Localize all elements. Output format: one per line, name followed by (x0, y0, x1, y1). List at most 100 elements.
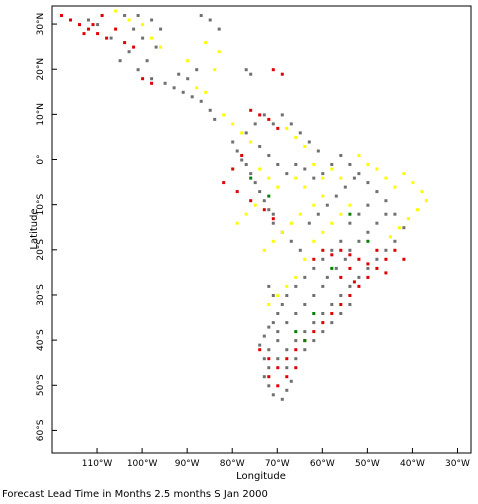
x-tick-label: 30°W (445, 459, 470, 469)
yellow-station-point (267, 303, 271, 306)
red-station-point (258, 348, 262, 352)
gray-station-point (334, 266, 338, 270)
gray-station-point (312, 294, 316, 297)
gray-station-point (384, 248, 388, 252)
gray-station-point (348, 248, 352, 252)
gray-station-point (163, 81, 167, 85)
y-tick-label: 20°N (36, 58, 46, 81)
red-station-point (393, 248, 397, 252)
gray-station-point (321, 312, 325, 315)
gray-station-point (235, 149, 239, 153)
gray-station-point (366, 230, 370, 234)
red-station-point (366, 275, 370, 279)
yellow-station-point (388, 235, 392, 239)
gray-station-point (334, 194, 338, 198)
red-station-point (294, 348, 298, 352)
gray-station-point (271, 321, 275, 325)
y-tick-label: 40°S (36, 329, 46, 351)
x-axis-title: Longitude (236, 471, 286, 482)
yellow-station-point (366, 163, 370, 166)
gray-station-point (330, 248, 334, 252)
red-station-point (348, 253, 352, 257)
gray-station-point (244, 163, 248, 166)
gray-station-point (348, 163, 352, 166)
gray-station-point (199, 99, 203, 103)
gray-station-point (136, 68, 140, 72)
yellow-station-point (114, 9, 118, 13)
red-station-point (280, 72, 284, 76)
yellow-station-point (280, 230, 284, 234)
red-station-point (82, 32, 86, 36)
gray-station-point (285, 172, 289, 176)
red-station-point (330, 312, 334, 315)
yellow-station-point (303, 145, 307, 148)
green-station-point (267, 194, 271, 198)
gray-station-point (312, 321, 316, 325)
yellow-station-point (195, 86, 199, 90)
gray-station-point (330, 163, 334, 166)
gray-station-point (348, 284, 352, 288)
gray-station-point (298, 248, 302, 252)
x-tick-label: 40°W (400, 459, 425, 469)
yellow-station-point (402, 172, 406, 176)
gray-station-point (258, 343, 262, 347)
gray-station-point (258, 190, 262, 194)
red-station-point (141, 77, 145, 81)
red-station-point (271, 217, 275, 221)
gray-station-point (339, 294, 343, 297)
gray-station-point (253, 181, 257, 185)
yellow-station-point (249, 140, 253, 144)
plot-frame (51, 5, 472, 454)
gray-station-point (276, 339, 280, 343)
gray-station-point (267, 208, 271, 212)
y-tick-label: 20°S (36, 239, 46, 261)
gray-station-point (280, 303, 284, 306)
yellow-station-point (424, 199, 428, 203)
x-axis-ticks: 110°W 100°W 90°W 80°W 70°W 60°W 50°W 40°W 30°W (82, 448, 470, 469)
yellow-station-point (393, 185, 397, 189)
red-station-point (100, 14, 104, 17)
red-station-point (240, 154, 244, 157)
red-station-point (348, 294, 352, 297)
yellow-station-point (330, 167, 334, 171)
gray-station-point (375, 257, 379, 261)
gray-station-point (375, 221, 379, 225)
gray-station-point (366, 203, 370, 207)
gray-station-point (294, 312, 298, 315)
gray-station-point (357, 172, 361, 176)
gray-station-point (289, 379, 293, 383)
gray-station-point (402, 226, 406, 230)
yellow-station-point (213, 68, 217, 72)
x-tick-label: 80°W (220, 459, 245, 469)
y-tick-label: 50°S (36, 374, 46, 396)
y-tick-label: 0° (36, 154, 46, 164)
gray-station-point (321, 284, 325, 288)
gray-station-point (393, 212, 397, 216)
gray-station-point (271, 294, 275, 297)
gray-station-point (141, 36, 145, 40)
gray-station-point (330, 321, 334, 325)
yellow-station-point (415, 208, 419, 212)
red-station-point (321, 321, 325, 325)
y-tick-label: 30°N (36, 13, 46, 36)
gray-station-point (303, 303, 307, 306)
gray-station-point (330, 303, 334, 306)
gray-station-point (343, 185, 347, 189)
gray-station-point (285, 366, 289, 370)
gray-station-point (123, 14, 127, 17)
gray-station-point (285, 348, 289, 352)
gray-station-point (285, 388, 289, 392)
y-tick-label: 60°S (36, 419, 46, 441)
red-station-point (339, 275, 343, 279)
red-station-point (267, 357, 271, 361)
gray-station-point (132, 27, 136, 31)
gray-station-point (249, 72, 253, 76)
yellow-station-point (276, 294, 280, 297)
red-station-point (352, 280, 356, 284)
gray-station-point (339, 154, 343, 157)
gray-station-point (109, 36, 113, 40)
red-station-point (294, 366, 298, 370)
green-station-point (366, 239, 370, 243)
y-tick-label: 30°S (36, 284, 46, 306)
gray-station-point (312, 176, 316, 180)
